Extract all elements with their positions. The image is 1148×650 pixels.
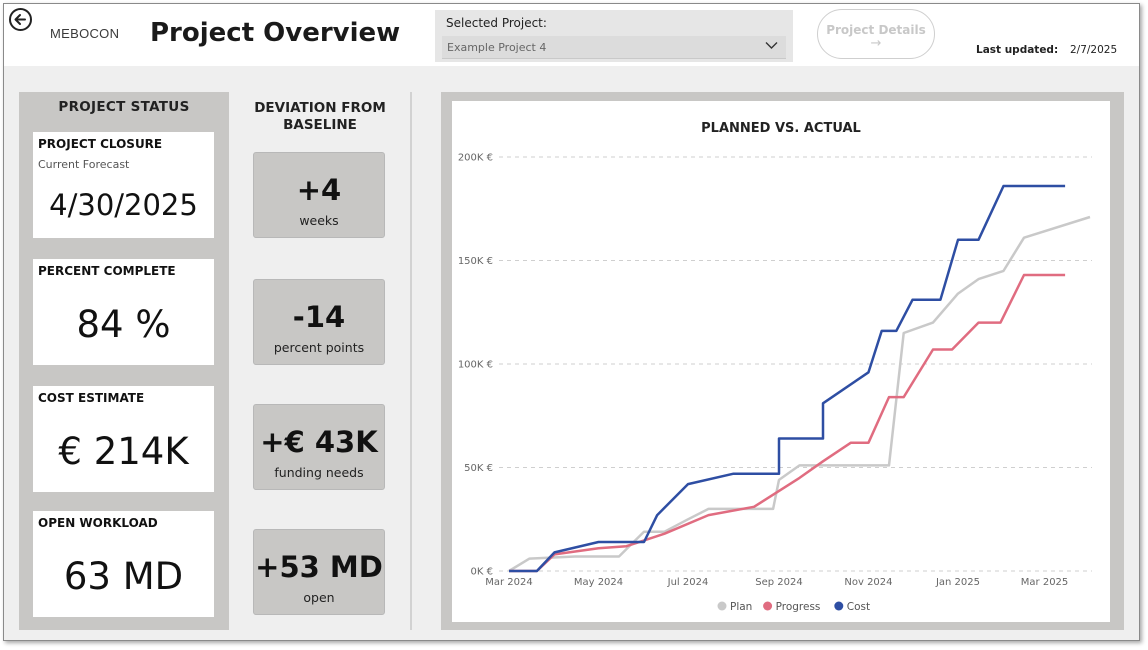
- percent-complete-card: PERCENT COMPLETE 84 %: [33, 259, 214, 365]
- card-title: COST ESTIMATE: [38, 391, 145, 405]
- company-logo: MEBOCON: [50, 26, 120, 41]
- deviation-weeks-card: +4 weeks: [253, 152, 385, 238]
- deviation-heading-line1: DEVIATION FROM: [254, 100, 386, 116]
- planned-vs-actual-chart: PLANNED VS. ACTUAL 0K € 50K € 100K € 150K €…: [458, 121, 1092, 613]
- last-updated-value: 2/7/2025: [1070, 44, 1118, 56]
- cost-estimate-card: COST ESTIMATE € 214K: [33, 386, 214, 492]
- series-line-progress[interactable]: [509, 273, 1066, 573]
- x-tick-label: May 2024: [574, 577, 623, 588]
- deviation-unit: percent points: [273, 340, 365, 355]
- project-details-button[interactable]: Project Details →: [817, 9, 935, 59]
- chart-title: PLANNED VS. ACTUAL: [701, 121, 861, 136]
- project-status-panel: PROJECT STATUS PROJECT CLOSURE Current F…: [19, 92, 229, 630]
- chart-legend[interactable]: Plan Progress Cost: [717, 601, 871, 613]
- card-title: PERCENT COMPLETE: [38, 264, 176, 278]
- deviation-heading-line2: BASELINE: [283, 117, 357, 133]
- deviation-value: -14: [292, 300, 346, 334]
- report-frame: MEBOCON Project Overview Selected Projec…: [3, 3, 1140, 641]
- deviation-value: +4: [296, 173, 342, 207]
- deviation-unit: open: [303, 590, 335, 605]
- deviation-unit: weeks: [299, 213, 339, 228]
- series-line-plan[interactable]: [508, 215, 1091, 573]
- project-selector-label: Selected Project:: [446, 16, 547, 30]
- card-subtitle: Current Forecast: [38, 158, 130, 171]
- card-value: 4/30/2025: [49, 188, 198, 222]
- y-tick-label: 50K €: [464, 463, 493, 474]
- y-tick-label: 200K €: [458, 153, 493, 164]
- deviation-heading: DEVIATION FROM BASELINE: [250, 100, 390, 134]
- section-divider: [410, 92, 412, 630]
- legend-marker-cost: [834, 601, 844, 611]
- card-value: € 214K: [58, 430, 189, 473]
- last-updated-label: Last updated:: [976, 44, 1059, 56]
- open-workload-card: OPEN WORKLOAD 63 MD: [33, 511, 214, 617]
- x-tick-label: Nov 2024: [844, 577, 892, 588]
- deviation-percent-card: -14 percent points: [253, 279, 385, 365]
- legend-label-plan[interactable]: Plan: [730, 601, 752, 613]
- back-button[interactable]: [9, 8, 32, 31]
- card-title: PROJECT CLOSURE: [38, 137, 163, 151]
- deviation-funding-card: +€ 43K funding needs: [253, 404, 385, 490]
- project-selector: Selected Project: Example Project 4: [435, 10, 793, 62]
- y-tick-label: 100K €: [458, 360, 493, 371]
- x-tick-label: Jul 2024: [667, 577, 709, 588]
- x-tick-label: Mar 2024: [485, 577, 533, 588]
- chart-series: [508, 184, 1091, 573]
- legend-marker-plan: [717, 601, 727, 611]
- x-tick-label: Mar 2025: [1021, 577, 1068, 588]
- chart-area: PLANNED VS. ACTUAL 0K € 50K € 100K € 150K €…: [452, 101, 1110, 622]
- header-bar: MEBOCON Project Overview Selected Projec…: [4, 4, 1139, 66]
- legend-label-cost[interactable]: Cost: [847, 601, 870, 613]
- project-dropdown-value: Example Project 4: [447, 41, 547, 54]
- x-tick-label: Jan 2025: [935, 577, 980, 588]
- legend-marker-progress: [763, 601, 773, 611]
- series-line-cost[interactable]: [509, 184, 1066, 573]
- x-tick-label: Sep 2024: [755, 577, 802, 588]
- deviation-workload-card: +53 MD open: [253, 529, 385, 615]
- arrow-left-icon: [14, 14, 26, 25]
- project-closure-card: PROJECT CLOSURE Current Forecast 4/30/20…: [33, 132, 214, 238]
- deviation-unit: funding needs: [274, 465, 364, 480]
- deviation-value: +€ 43K: [260, 425, 378, 459]
- card-title: OPEN WORKLOAD: [38, 516, 158, 530]
- chevron-down-icon: [765, 42, 778, 49]
- legend-label-progress[interactable]: Progress: [776, 601, 821, 613]
- card-value: 84 %: [76, 303, 171, 346]
- project-details-label: Project Details: [826, 23, 926, 37]
- y-tick-label: 150K €: [458, 256, 493, 267]
- project-dropdown[interactable]: Example Project 4: [442, 36, 786, 59]
- project-status-heading: PROJECT STATUS: [58, 99, 190, 115]
- chart-gridlines: 0K € 50K € 100K € 150K € 200K € Mar 2024 May 2…: [458, 153, 1092, 588]
- card-value: 63 MD: [63, 555, 184, 598]
- arrow-right-icon: →: [870, 36, 882, 51]
- deviation-value: +53 MD: [255, 550, 383, 584]
- page-title: Project Overview: [150, 18, 401, 48]
- y-tick-label: 0K €: [471, 567, 493, 578]
